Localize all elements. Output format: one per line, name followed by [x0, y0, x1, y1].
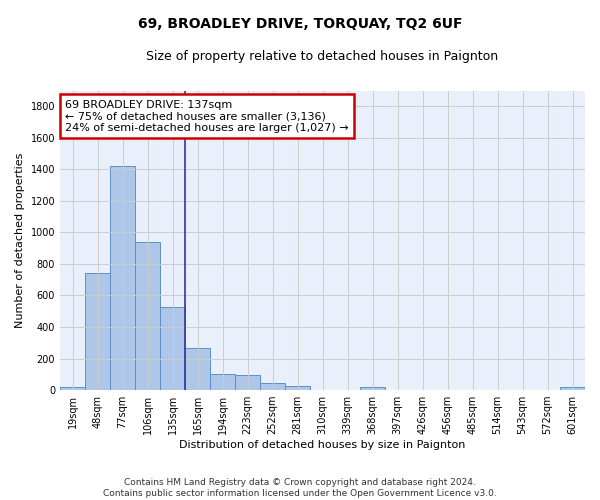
Bar: [185, 348, 210, 390]
Y-axis label: Number of detached properties: Number of detached properties: [15, 152, 25, 328]
Bar: [560, 387, 585, 390]
Bar: [85, 272, 110, 390]
Bar: [110, 166, 135, 390]
Title: Size of property relative to detached houses in Paignton: Size of property relative to detached ho…: [146, 50, 499, 63]
Bar: [210, 374, 235, 390]
Bar: [235, 376, 260, 390]
Bar: [60, 386, 85, 390]
Bar: [135, 242, 160, 390]
Bar: [160, 306, 185, 390]
Bar: [260, 384, 285, 390]
Text: Contains HM Land Registry data © Crown copyright and database right 2024.
Contai: Contains HM Land Registry data © Crown c…: [103, 478, 497, 498]
Bar: [360, 387, 385, 390]
Text: 69, BROADLEY DRIVE, TORQUAY, TQ2 6UF: 69, BROADLEY DRIVE, TORQUAY, TQ2 6UF: [138, 18, 462, 32]
Text: 69 BROADLEY DRIVE: 137sqm
← 75% of detached houses are smaller (3,136)
24% of se: 69 BROADLEY DRIVE: 137sqm ← 75% of detac…: [65, 100, 349, 132]
Bar: [285, 386, 310, 390]
X-axis label: Distribution of detached houses by size in Paignton: Distribution of detached houses by size …: [179, 440, 466, 450]
